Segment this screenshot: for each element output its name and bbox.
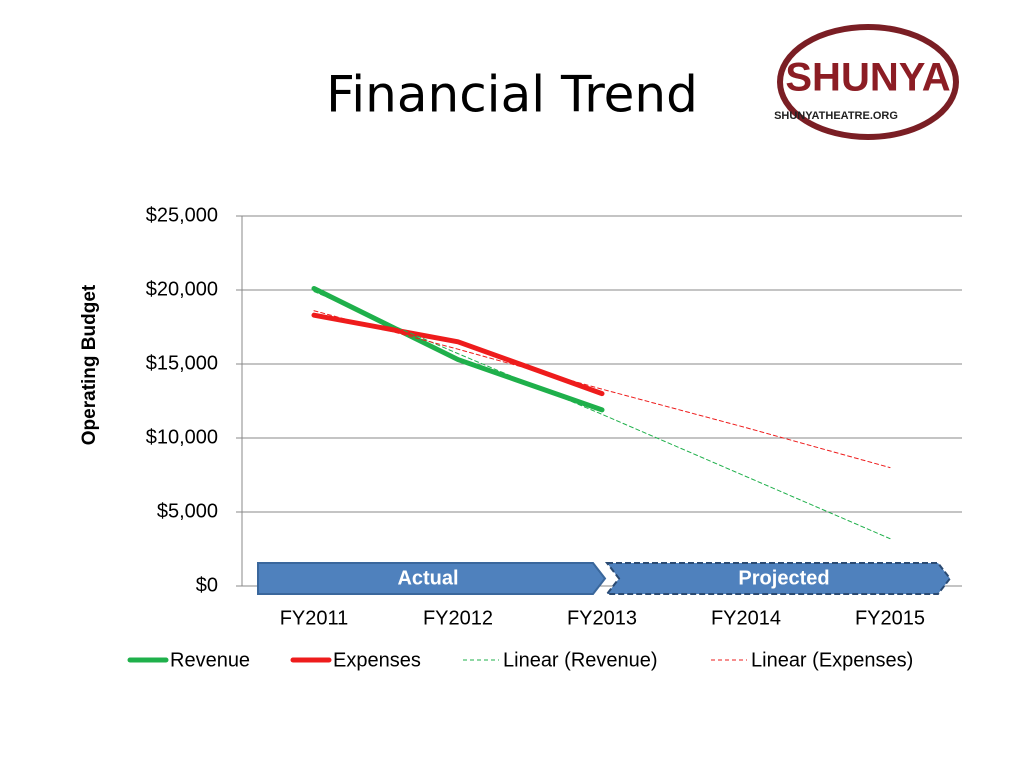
logo: SHUNYA SHUNYATHEATRE.ORG — [774, 24, 959, 140]
x-tick-label: FY2014 — [711, 607, 781, 629]
trend-line — [313, 290, 891, 540]
x-tick-label: FY2013 — [567, 607, 637, 629]
annotation: Actual — [397, 567, 458, 589]
legend-label: Linear (Revenue) — [503, 649, 658, 671]
y-tick-label: $15,000 — [146, 352, 218, 374]
y-tick-label: $0 — [196, 574, 218, 596]
y-tick-label: $20,000 — [146, 278, 218, 300]
trend-line — [313, 310, 891, 469]
y-tick-label: $5,000 — [157, 500, 218, 522]
x-tick-label: FY2011 — [280, 607, 349, 629]
annotation: Projected — [738, 567, 829, 589]
plot: $0 $5,000 $10,000 $15,000 $20,000 $25,000 FY20… — [127, 204, 962, 671]
logo-name: SHUNYA — [785, 56, 950, 100]
y-axis-label: Operating Budget — [79, 284, 100, 445]
line — [311, 312, 605, 397]
actual-banner — [257, 562, 607, 595]
x-tick-label: FY2015 — [855, 607, 925, 629]
logo-ring — [777, 24, 959, 140]
chart-title: Financial Trend — [326, 66, 698, 124]
legend-label: Revenue — [170, 649, 250, 671]
y-tick-label: $25,000 — [146, 204, 218, 226]
x-tick-label: FY2012 — [423, 607, 493, 629]
projected-banner — [604, 562, 952, 595]
legend-label: Expenses — [333, 649, 421, 671]
y-tick-label: $10,000 — [146, 426, 218, 448]
logo-url: SHUNYATHEATRE.ORG — [774, 110, 898, 122]
phase-banners: Actual Projected — [257, 562, 952, 595]
legend-label: Linear (Expenses) — [751, 649, 913, 671]
